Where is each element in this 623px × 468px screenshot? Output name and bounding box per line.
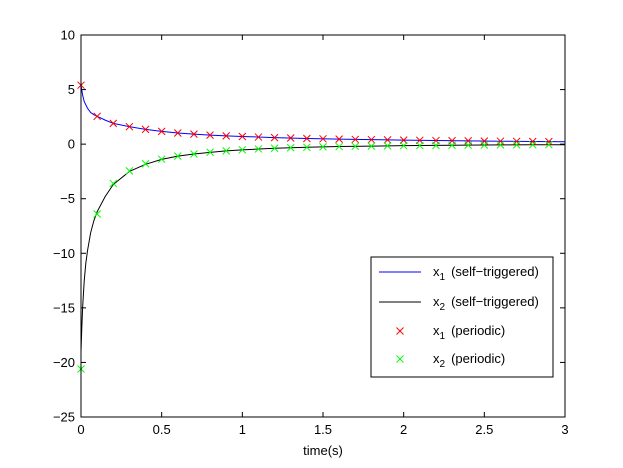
data-point	[351, 135, 360, 144]
data-point	[399, 136, 408, 144]
data-point	[238, 132, 247, 141]
legend-marker-swatch	[396, 327, 404, 335]
data-point	[383, 142, 392, 150]
x-tick-label: 1.5	[314, 422, 332, 437]
data-point	[157, 127, 166, 136]
y-tick-label: −10	[53, 246, 75, 261]
data-point	[512, 141, 521, 149]
data-point	[319, 134, 327, 143]
data-point	[157, 155, 166, 164]
data-point	[496, 137, 505, 146]
data-point	[222, 131, 231, 140]
data-point	[303, 143, 311, 152]
data-point	[93, 210, 101, 218]
data-point	[480, 141, 489, 149]
data-point	[432, 141, 440, 150]
ticks-layer: 0 0.5 1 1.5 2 2.5 3 −25 −20 −15 −10 −5 0 5 10	[53, 28, 569, 438]
legend-entry-0: x1 (self−triggered)	[379, 264, 539, 283]
y-tick-label: −20	[53, 355, 75, 370]
data-point	[464, 141, 473, 149]
data-point	[528, 137, 537, 146]
data-point	[545, 140, 553, 149]
data-point	[367, 135, 376, 144]
data-point	[206, 131, 214, 139]
data-point	[254, 133, 263, 141]
legend-entry-3: x2 (periodic)	[396, 351, 505, 370]
data-point	[190, 150, 198, 158]
x-tick-label: 1	[239, 422, 246, 437]
data-point	[351, 142, 360, 151]
data-point	[270, 144, 279, 153]
y-tick-label: 5	[68, 82, 75, 97]
x-tick-label: 2.5	[475, 422, 493, 437]
data-point	[335, 142, 343, 151]
series-layer	[77, 81, 566, 373]
data-point	[270, 133, 279, 142]
data-point	[303, 134, 311, 143]
data-point	[206, 148, 214, 157]
legend-label: x2 (self−triggered)	[433, 294, 539, 313]
x-tick-label: 3	[561, 422, 568, 437]
legend-label: x2 (periodic)	[433, 351, 505, 370]
data-point	[125, 167, 134, 175]
data-point	[383, 136, 392, 144]
legend-label: x1 (periodic)	[433, 323, 505, 342]
data-point	[93, 112, 101, 121]
x-tick-label: 0	[77, 422, 84, 437]
x-tick-label: 0.5	[153, 422, 171, 437]
y-tick-label: −15	[53, 300, 75, 315]
data-point	[319, 143, 327, 151]
data-point	[496, 141, 505, 149]
data-point	[480, 137, 489, 145]
data-point	[141, 125, 150, 134]
legend: x1 (self−triggered) x2 (self−triggered) x1 (p…	[370, 256, 554, 378]
data-point	[190, 130, 198, 138]
data-point	[286, 134, 295, 142]
data-point	[173, 129, 182, 137]
data-point	[335, 135, 343, 143]
data-point	[141, 159, 150, 168]
data-point	[528, 140, 537, 149]
data-point	[448, 141, 456, 150]
legend-entry-1: x2 (self−triggered)	[379, 294, 539, 313]
data-point	[367, 142, 376, 150]
y-tick-label: 10	[61, 28, 75, 43]
legend-label: x1 (self−triggered)	[433, 264, 539, 283]
y-tick-label: −25	[53, 410, 75, 425]
series-markers-2	[77, 81, 553, 146]
legend-marker-swatch	[396, 355, 404, 363]
data-point	[286, 143, 295, 152]
data-point	[545, 137, 553, 146]
data-point	[238, 145, 247, 154]
x-tick-label: 2	[400, 422, 407, 437]
legend-entry-2: x1 (periodic)	[396, 323, 505, 342]
x-axis-label: time(s)	[303, 443, 343, 458]
data-point	[222, 147, 231, 155]
data-point	[512, 137, 521, 146]
series-markers-3	[77, 140, 553, 373]
data-point	[173, 152, 182, 161]
y-tick-label: −5	[60, 191, 75, 206]
data-point	[399, 141, 408, 150]
data-point	[109, 119, 118, 128]
y-tick-label: 0	[68, 137, 75, 152]
data-point	[415, 141, 424, 150]
data-point	[254, 145, 263, 153]
data-point	[109, 179, 118, 188]
data-point	[125, 122, 134, 131]
